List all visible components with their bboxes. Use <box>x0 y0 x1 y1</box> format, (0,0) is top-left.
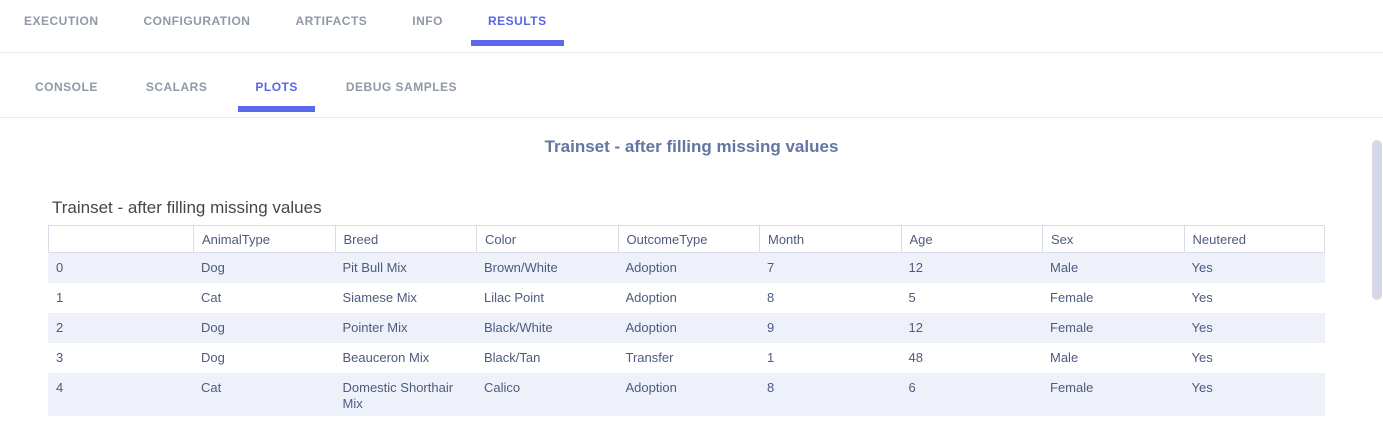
table-cell: Yes <box>1191 260 1213 275</box>
table-cell: Siamese Mix <box>342 290 417 305</box>
table-cell: Black/White <box>484 320 553 335</box>
plot-area: Trainset - after filling missing values … <box>48 198 1383 416</box>
table-header-cell: Month <box>759 225 901 253</box>
table-body: 0 Dog Pit Bull Mix Brown/White Adoption 7 12 Ma… <box>48 253 1325 416</box>
subtab-debug-samples[interactable]: DEBUG SAMPLES <box>345 80 458 94</box>
plot-card-title: Trainset - after filling missing values <box>544 137 839 156</box>
table-row: 3 Dog Beauceron Mix Black/Tan Transfer 1 48 Mal… <box>48 343 1325 373</box>
table-cell: 5 <box>908 290 916 305</box>
table-cell: Yes <box>1191 290 1213 305</box>
table-cell: Dog <box>201 260 225 275</box>
table-cell: 0 <box>56 260 64 275</box>
table-cell: Adoption <box>625 260 677 275</box>
table-cell: Male <box>1050 260 1079 275</box>
table-cell: 8 <box>767 380 775 395</box>
table-cell: 8 <box>767 290 775 305</box>
table-header-cell: Age <box>900 225 1042 253</box>
table-header-cell: Breed <box>334 225 476 253</box>
subtab-console[interactable]: CONSOLE <box>35 80 98 94</box>
table-row: 0 Dog Pit Bull Mix Brown/White Adoption 7 12 Ma… <box>48 253 1325 283</box>
table-cell: Beauceron Mix <box>342 350 430 365</box>
table-cell: Yes <box>1191 350 1213 365</box>
table-cell: Male <box>1050 350 1079 365</box>
table-plot-title: Trainset - after filling missing values <box>52 198 322 217</box>
table-cell: Adoption <box>625 380 677 395</box>
table-cell: Black/Tan <box>484 350 541 365</box>
table-cell: Brown/White <box>484 260 558 275</box>
table-cell: Cat <box>201 380 222 395</box>
table-header-cell: AnimalType <box>193 225 335 253</box>
table-row: 1 Cat Siamese Mix Lilac Point Adoption 8 5 Fema… <box>48 283 1325 313</box>
tab-configuration[interactable]: CONFIGURATION <box>143 14 251 28</box>
table-cell: Lilac Point <box>484 290 544 305</box>
table-cell: Dog <box>201 350 225 365</box>
plot-table: AnimalType Breed Color OutcomeType Month Age S… <box>48 225 1325 416</box>
table-cell: Transfer <box>625 350 674 365</box>
table-row: 4 Cat Domestic Shorthair Mix Calico Adoption… <box>48 373 1325 416</box>
table-header-row: AnimalType Breed Color OutcomeType Month Age S… <box>48 225 1325 253</box>
table-cell: Pit Bull Mix <box>342 260 407 275</box>
table-cell: 12 <box>908 320 923 335</box>
table-header-cell <box>48 225 193 253</box>
table-cell: 1 <box>767 350 775 365</box>
table-cell: Female <box>1050 290 1094 305</box>
tab-results[interactable]: RESULTS <box>470 0 564 52</box>
plots-panel: Trainset - after filling missing values … <box>0 137 1383 438</box>
table-cell: 12 <box>908 260 923 275</box>
table-header-cell: Color <box>476 225 618 253</box>
subtab-scalars[interactable]: SCALARS <box>145 80 208 94</box>
table-cell: Adoption <box>625 290 677 305</box>
table-cell: Calico <box>484 380 521 395</box>
table-cell: Dog <box>201 320 225 335</box>
vertical-scrollbar-track[interactable] <box>1371 137 1383 438</box>
table-cell: 48 <box>908 350 923 365</box>
table-cell: 4 <box>56 380 64 395</box>
table-cell: 7 <box>767 260 775 275</box>
table-cell: 6 <box>908 380 916 395</box>
table-header-cell: OutcomeType <box>617 225 759 253</box>
results-subtab-bar: CONSOLE SCALARS PLOTS DEBUG SAMPLES <box>0 53 1383 118</box>
table-cell: 3 <box>56 350 64 365</box>
table-cell: Yes <box>1191 380 1213 395</box>
table-cell: Pointer Mix <box>342 320 408 335</box>
tab-info[interactable]: INFO <box>412 14 443 28</box>
table-cell: 9 <box>767 320 775 335</box>
table-header-cell: Neutered <box>1183 225 1325 253</box>
table-row: 2 Dog Pointer Mix Black/White Adoption 9 12 Fem… <box>48 313 1325 343</box>
subtab-plots[interactable]: PLOTS <box>238 53 315 117</box>
table-cell: Female <box>1050 320 1094 335</box>
table-cell: Yes <box>1191 320 1213 335</box>
table-cell: 2 <box>56 320 64 335</box>
table-cell: Adoption <box>625 320 677 335</box>
table-cell: Cat <box>201 290 222 305</box>
vertical-scrollbar-thumb[interactable] <box>1372 140 1382 300</box>
table-cell: Female <box>1050 380 1094 395</box>
tab-execution[interactable]: EXECUTION <box>24 14 99 28</box>
task-tab-bar: EXECUTION CONFIGURATION ARTIFACTS INFO R… <box>0 0 1383 53</box>
tab-artifacts[interactable]: ARTIFACTS <box>295 14 368 28</box>
table-cell: 1 <box>56 290 64 305</box>
table-header-cell: Sex <box>1042 225 1184 253</box>
table-cell: Domestic Shorthair Mix <box>342 380 454 411</box>
